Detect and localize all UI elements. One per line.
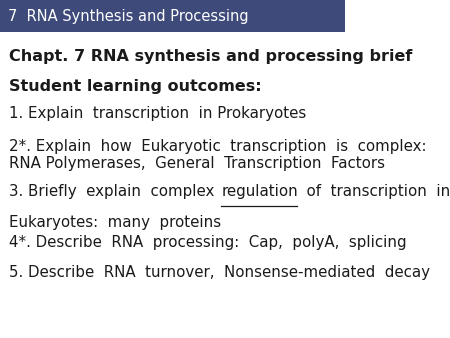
Text: 1. Explain  transcription  in Prokaryotes: 1. Explain transcription in Prokaryotes xyxy=(9,106,306,121)
Text: 2*. Explain  how  Eukaryotic  transcription  is  complex:
RNA Polymerases,  Gene: 2*. Explain how Eukaryotic transcription… xyxy=(9,139,426,171)
Text: 5. Describe  RNA  turnover,  Nonsense-mediated  decay: 5. Describe RNA turnover, Nonsense-media… xyxy=(9,265,430,280)
Text: regulation: regulation xyxy=(221,184,298,199)
Text: 4*. Describe  RNA  processing:  Cap,  polyA,  splicing: 4*. Describe RNA processing: Cap, polyA,… xyxy=(9,235,406,250)
Text: Eukaryotes:  many  proteins: Eukaryotes: many proteins xyxy=(9,215,221,230)
Text: of  transcription  in: of transcription in xyxy=(297,184,450,199)
Text: 7  RNA Synthesis and Processing: 7 RNA Synthesis and Processing xyxy=(8,8,248,24)
Text: Student learning outcomes:: Student learning outcomes: xyxy=(9,79,261,94)
Text: 3. Briefly  explain  complex: 3. Briefly explain complex xyxy=(9,184,224,199)
Text: Chapt. 7 RNA synthesis and processing brief: Chapt. 7 RNA synthesis and processing br… xyxy=(9,49,412,64)
FancyBboxPatch shape xyxy=(0,0,345,32)
